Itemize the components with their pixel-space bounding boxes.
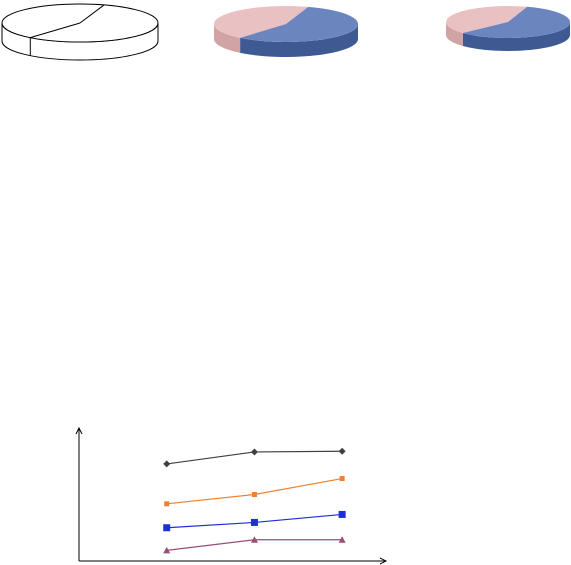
series-2 <box>164 476 345 507</box>
line-chart <box>75 426 388 565</box>
data-point <box>163 460 171 468</box>
y-axis-arrow-icon <box>75 426 83 435</box>
data-point <box>250 518 258 526</box>
pie-slice-edge <box>30 22 81 39</box>
series-line <box>166 477 343 505</box>
data-point <box>338 536 346 543</box>
data-point <box>338 510 346 518</box>
pie-slice-blue <box>240 6 358 42</box>
series-3 <box>163 510 346 532</box>
pie-slice-pink <box>213 5 309 38</box>
pie-slice-edge <box>79 4 105 24</box>
data-point <box>250 536 258 543</box>
x-axis-arrow-icon <box>379 557 388 565</box>
data-point <box>338 447 346 455</box>
pie-side-slice-blue <box>462 22 570 52</box>
pie-chart-1 <box>1 3 159 61</box>
pie-slice-pink <box>445 5 528 33</box>
pie-chart-3 <box>445 5 570 52</box>
data-point <box>250 448 258 456</box>
series-1 <box>163 447 346 468</box>
series-4 <box>163 536 346 554</box>
data-point <box>339 476 345 482</box>
data-point <box>163 546 171 554</box>
data-point <box>163 524 171 532</box>
data-point <box>164 501 170 507</box>
pie-chart-2 <box>213 5 358 58</box>
pie-side-slice-pink <box>446 22 463 46</box>
pie-side-slice-pink <box>214 24 241 53</box>
data-point <box>251 492 257 497</box>
pie-slice-blue <box>462 6 570 38</box>
pie-side-slice-blue <box>240 24 358 58</box>
